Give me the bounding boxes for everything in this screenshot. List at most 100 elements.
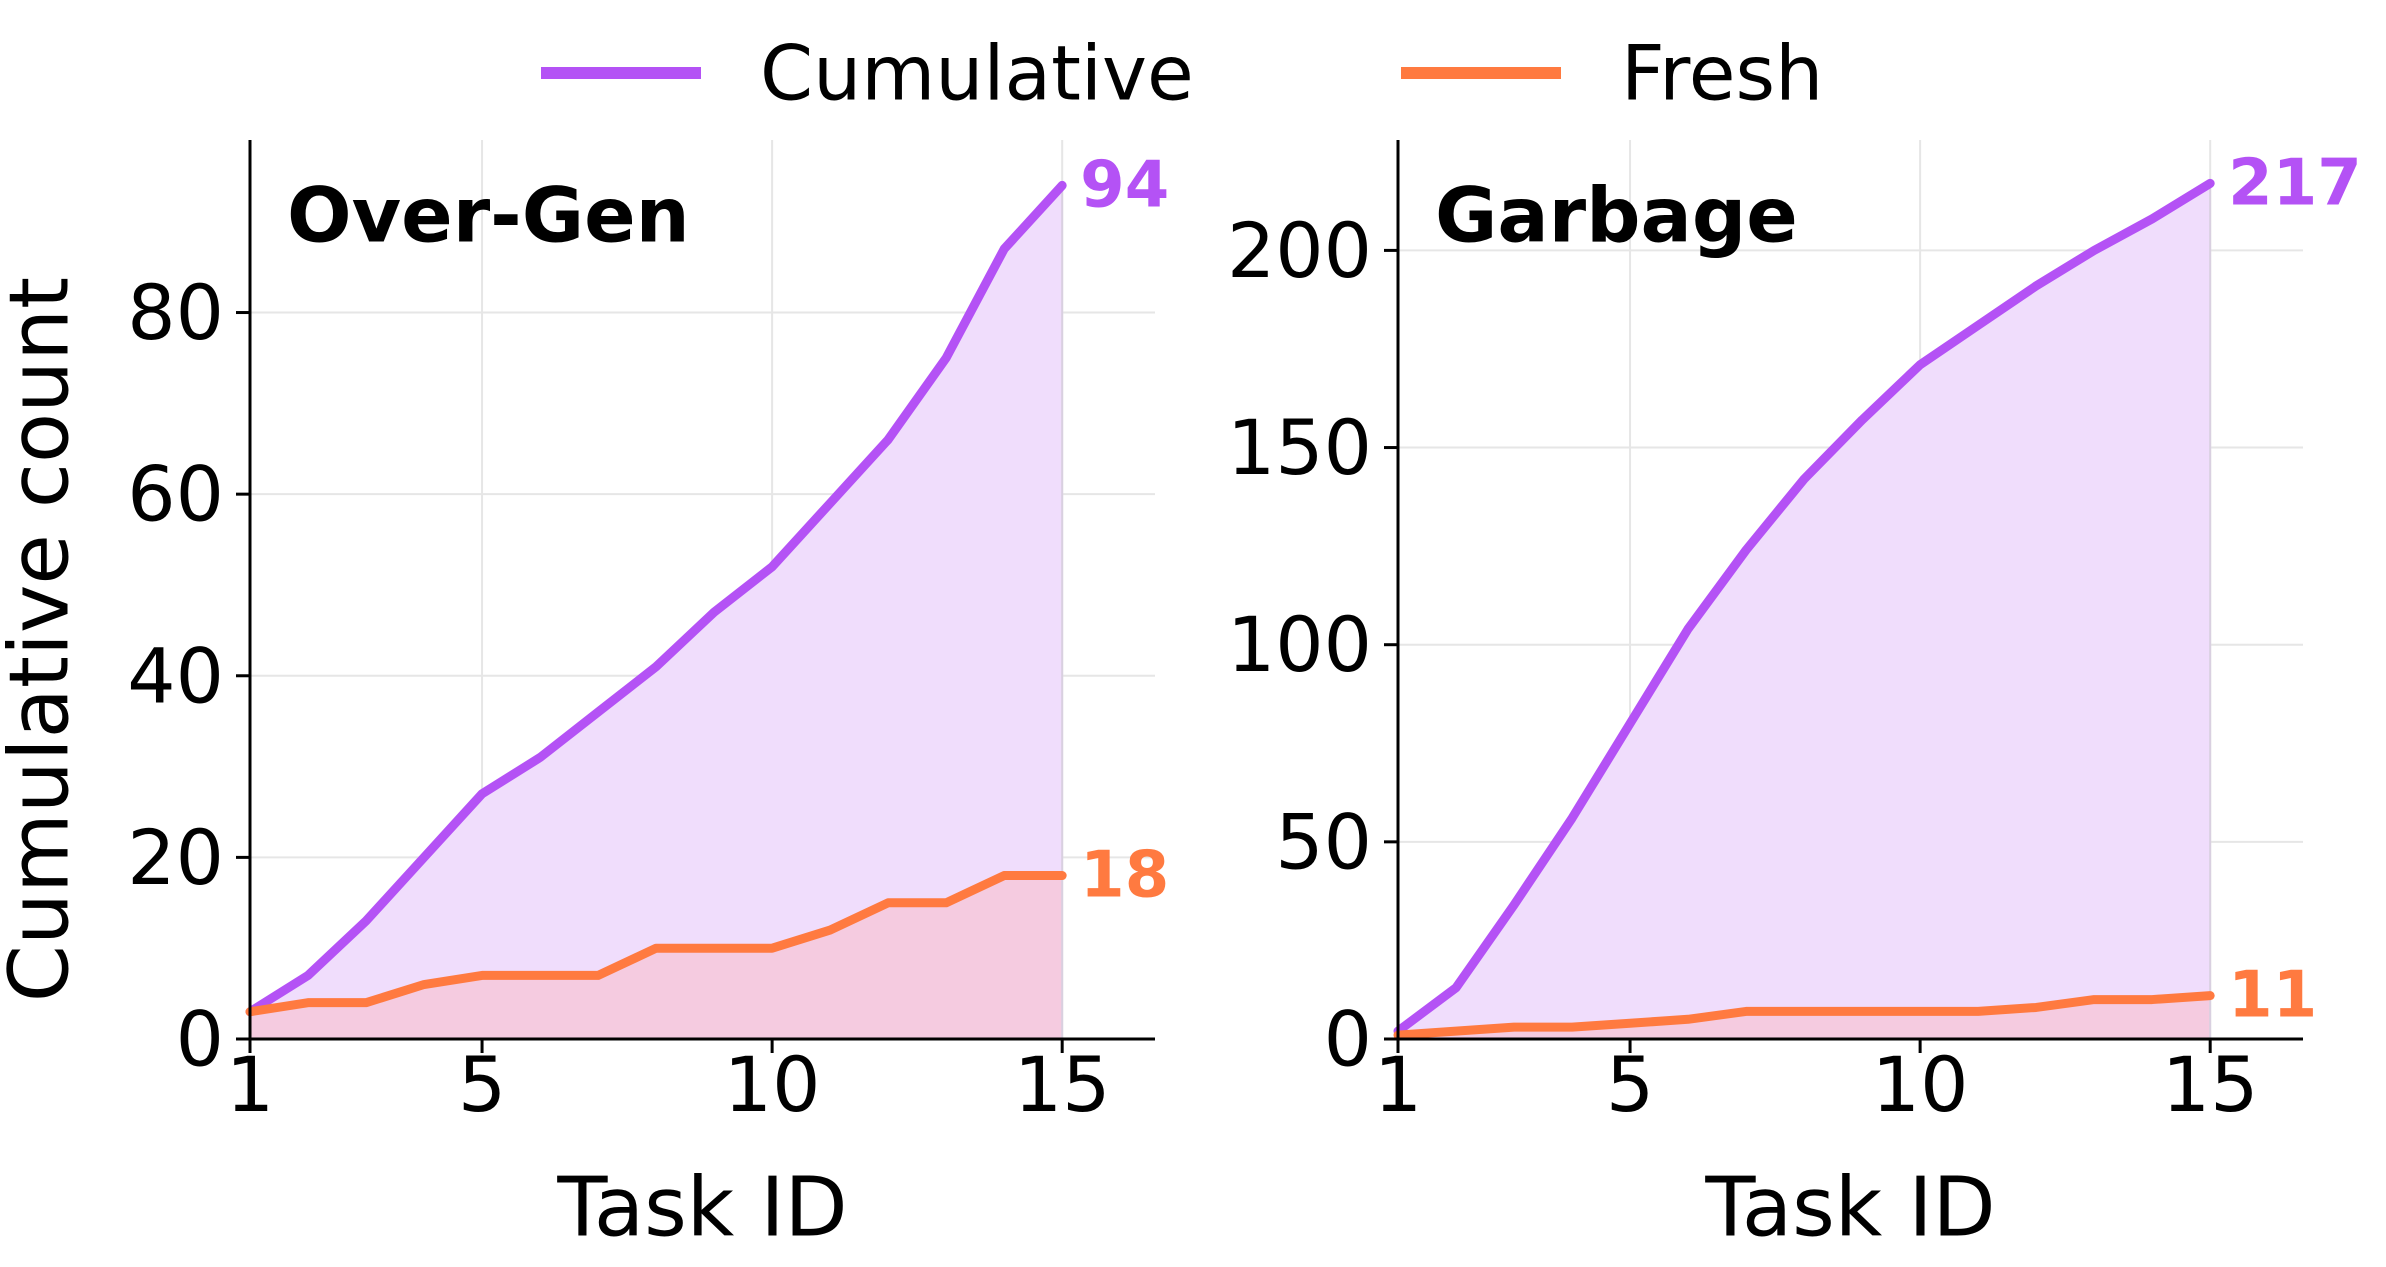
data-point-fresh-4: [423, 984, 425, 986]
data-point-cumulative-11: [829, 502, 831, 504]
data-point-cumulative-2: [307, 974, 309, 976]
y-tick-label-20: 20: [127, 813, 224, 902]
data-point-cumulative-8: [1803, 478, 1805, 480]
x-tick-label-10: 10: [1872, 1040, 1969, 1129]
data-point-fresh-5: [481, 974, 483, 976]
data-point-fresh-12: [2035, 1006, 2037, 1008]
y-tick-label-60: 60: [127, 450, 224, 539]
data-point-fresh-14: [2151, 999, 2153, 1001]
y-tick-label-80: 80: [127, 268, 224, 357]
legend-item-cumulative: Cumulative: [541, 29, 1194, 118]
x-axis-title: Task ID: [556, 1161, 847, 1256]
data-point-fresh-6: [539, 974, 541, 976]
y-tick-label-200: 200: [1227, 206, 1372, 295]
data-point-cumulative-8: [655, 666, 657, 668]
data-point-fresh-13: [945, 902, 947, 904]
y-ticks: 0 50 100 150 200: [1227, 206, 1398, 1084]
y-tick-label-0: 0: [176, 995, 224, 1084]
legend-item-fresh: Fresh: [1401, 29, 1823, 118]
data-point-cumulative-3: [365, 920, 367, 922]
y-tick-label-0: 0: [1324, 995, 1372, 1084]
data-point-cumulative-3: [1513, 904, 1515, 906]
series-points-cumulative: [1397, 182, 2211, 1032]
data-point-fresh-3: [1513, 1026, 1515, 1028]
y-axis-title: Cumulative count: [0, 277, 88, 1002]
data-point-fresh-6: [1687, 1018, 1689, 1020]
data-point-cumulative-5: [481, 793, 483, 795]
data-point-cumulative-15: [1061, 184, 1063, 186]
data-point-fresh-2: [1455, 1030, 1457, 1032]
data-point-cumulative-10: [1919, 364, 1921, 366]
end-label-fresh: 18: [1080, 839, 1169, 913]
data-point-cumulative-2: [1455, 987, 1457, 989]
data-point-fresh-4: [1571, 1026, 1573, 1028]
data-point-fresh-8: [1803, 1010, 1805, 1012]
data-point-cumulative-4: [1571, 817, 1573, 819]
area-fills: [1398, 183, 2212, 1039]
x-ticks: 1 5 10 15: [1374, 1039, 2259, 1129]
x-tick-label-15: 15: [1014, 1040, 1111, 1129]
data-point-fresh-10: [771, 947, 773, 949]
data-point-cumulative-7: [1745, 549, 1747, 551]
series-points-fresh: [1397, 995, 2211, 1036]
y-tick-label-100: 100: [1227, 600, 1372, 689]
data-point-fresh-14: [1003, 875, 1005, 877]
data-point-cumulative-7: [597, 711, 599, 713]
data-point-fresh-15: [2209, 995, 2211, 997]
x-tick-label-15: 15: [2162, 1040, 2259, 1129]
axes: [248, 140, 1155, 1041]
data-point-cumulative-9: [713, 611, 715, 613]
x-tick-label-10: 10: [724, 1040, 821, 1129]
data-point-fresh-11: [1977, 1010, 1979, 1012]
data-point-fresh-7: [597, 974, 599, 976]
end-labels: 94 18: [1080, 148, 1169, 912]
end-labels: 217 11: [2228, 146, 2362, 1032]
data-point-fresh-3: [365, 1002, 367, 1004]
data-point-cumulative-9: [1861, 419, 1863, 421]
data-point-cumulative-13: [945, 357, 947, 359]
end-label-fresh: 11: [2228, 959, 2317, 1033]
x-tick-label-5: 5: [458, 1040, 506, 1129]
data-point-fresh-12: [887, 902, 889, 904]
x-axis-title: Task ID: [1704, 1161, 1995, 1256]
x-tick-label-1: 1: [1374, 1040, 1422, 1129]
data-point-cumulative-10: [771, 566, 773, 568]
data-point-fresh-9: [713, 947, 715, 949]
legend-label-fresh: Fresh: [1621, 29, 1823, 118]
series-points-cumulative: [249, 184, 1063, 1013]
y-ticks: 0 20 40 60 80: [127, 268, 250, 1084]
panel-title: Over-Gen: [287, 171, 690, 260]
data-point-fresh-7: [1745, 1010, 1747, 1012]
data-point-cumulative-5: [1629, 723, 1631, 725]
x-tick-label-1: 1: [226, 1040, 274, 1129]
data-point-fresh-8: [655, 947, 657, 949]
data-point-cumulative-14: [1003, 248, 1005, 250]
data-point-cumulative-6: [1687, 628, 1689, 630]
data-point-cumulative-12: [887, 439, 889, 441]
data-point-cumulative-15: [2209, 182, 2211, 184]
series-points-fresh: [249, 875, 1063, 1013]
data-point-fresh-2: [307, 1002, 309, 1004]
end-label-cumulative: 94: [1080, 148, 1169, 222]
y-tick-label-150: 150: [1227, 403, 1372, 492]
series-lines: [245, 180, 1067, 1017]
data-point-fresh-10: [1919, 1010, 1921, 1012]
data-point-cumulative-13: [2093, 249, 2095, 251]
data-point-cumulative-6: [539, 756, 541, 758]
data-point-fresh-13: [2093, 999, 2095, 1001]
data-point-fresh-11: [829, 929, 831, 931]
axes: [1396, 140, 2303, 1041]
data-point-cumulative-11: [1977, 324, 1979, 326]
legend-label-cumulative: Cumulative: [760, 29, 1194, 118]
panel-title: Garbage: [1435, 171, 1798, 260]
x-tick-label-5: 5: [1606, 1040, 1654, 1129]
series-lines: [1393, 178, 2215, 1040]
x-ticks: 1 5 10 15: [226, 1039, 1111, 1129]
data-point-fresh-5: [1629, 1022, 1631, 1024]
end-label-cumulative: 217: [2228, 146, 2362, 220]
data-point-fresh-9: [1861, 1010, 1863, 1012]
